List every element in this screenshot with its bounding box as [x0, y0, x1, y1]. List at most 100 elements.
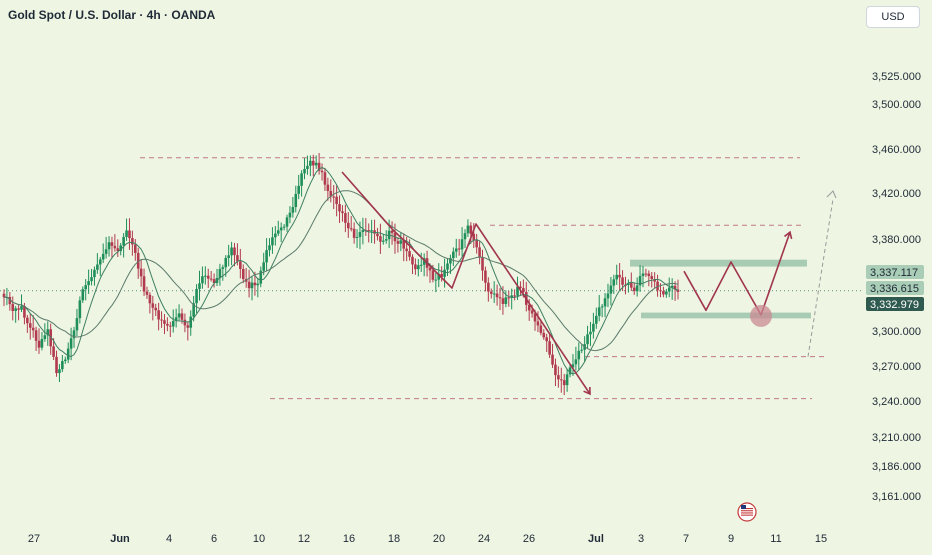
- candle-body: [519, 286, 522, 289]
- candle-body: [562, 380, 566, 386]
- candle-body: [169, 325, 172, 327]
- candle: [20, 294, 23, 313]
- candle: [84, 279, 87, 301]
- candle-body: [180, 313, 184, 320]
- zone-rects: [630, 259, 811, 319]
- candle-body: [589, 331, 592, 335]
- candle: [160, 311, 163, 328]
- candle: [454, 238, 458, 258]
- candle-body: [422, 258, 426, 265]
- candle: [577, 342, 581, 370]
- candle: [201, 266, 204, 289]
- candle: [382, 234, 385, 245]
- candle-body: [565, 374, 569, 386]
- candle: [417, 259, 420, 277]
- candle-body: [545, 337, 549, 342]
- price-tick-label: 3,380.000: [872, 234, 921, 246]
- candle: [329, 179, 333, 203]
- candle: [311, 154, 315, 177]
- candle-body: [580, 349, 584, 351]
- candle: [495, 284, 499, 306]
- candle-body: [349, 228, 353, 230]
- candle-body: [186, 325, 190, 328]
- candle-body: [317, 162, 321, 171]
- candle-body: [609, 285, 613, 294]
- candle: [133, 239, 137, 261]
- candle: [422, 253, 426, 277]
- candle-body: [209, 278, 213, 280]
- candle-body: [271, 237, 274, 246]
- candle: [303, 158, 306, 180]
- candle: [177, 304, 181, 321]
- currency-button[interactable]: USD: [866, 6, 920, 28]
- candle-body: [17, 308, 20, 310]
- candle: [52, 338, 55, 361]
- candle-body: [247, 281, 251, 289]
- candle: [66, 342, 70, 364]
- candle-body: [20, 306, 23, 310]
- time-tick-label: 24: [478, 533, 490, 545]
- candle-body: [530, 310, 534, 314]
- candle: [498, 287, 502, 311]
- candle-body: [498, 297, 502, 299]
- candle: [206, 268, 210, 288]
- us-flag-icon[interactable]: [737, 502, 757, 522]
- candle-body: [469, 225, 473, 234]
- candle-body: [627, 283, 630, 285]
- candle: [376, 227, 379, 241]
- candle-body: [116, 248, 120, 252]
- candle-body: [69, 338, 73, 349]
- candle-body: [632, 287, 636, 292]
- candle-body: [227, 255, 230, 258]
- candle-body: [253, 282, 257, 286]
- candle: [574, 346, 578, 371]
- candle-body: [358, 232, 362, 238]
- candle: [592, 312, 595, 339]
- candle-body: [107, 242, 111, 250]
- candle: [341, 205, 344, 222]
- candle-body: [323, 172, 327, 185]
- price-tick-label: 3,500.000: [872, 99, 921, 111]
- projection-dashed-line: [807, 198, 834, 357]
- candle-body: [437, 273, 441, 280]
- candle-body: [78, 300, 82, 319]
- candle-body: [665, 291, 668, 295]
- candle-body: [472, 233, 476, 241]
- candle: [414, 258, 417, 275]
- candle: [568, 364, 572, 378]
- flag-canton: [741, 505, 746, 509]
- candle: [300, 170, 303, 197]
- candle-body: [370, 230, 373, 232]
- candle: [96, 253, 99, 274]
- candle: [609, 276, 613, 306]
- candle: [676, 279, 680, 300]
- candle: [306, 155, 309, 175]
- candle: [122, 233, 125, 258]
- candle-body: [504, 297, 508, 304]
- candle-body: [81, 289, 85, 301]
- candle-body: [382, 240, 385, 242]
- candle-body: [34, 330, 38, 341]
- candle-body: [361, 230, 365, 233]
- candle-body: [457, 248, 461, 250]
- candle-body: [101, 253, 105, 260]
- candle: [218, 263, 222, 286]
- candle-body: [670, 285, 674, 288]
- candle-body: [300, 173, 303, 186]
- candle: [2, 289, 6, 307]
- price-badge-bg: [866, 297, 924, 311]
- candle-body: [379, 236, 382, 242]
- candle: [239, 248, 242, 279]
- price-axis[interactable]: 3,525.000 3,500.000 3,460.000 3,420.000 3,38…: [872, 71, 921, 503]
- candle-body: [157, 310, 160, 320]
- candle-body: [285, 217, 289, 227]
- candle-body: [23, 306, 26, 318]
- time-axis[interactable]: 27 Jun 4 6 10 12 16 18 20 24 26 Jul 3 7 9 11 15: [28, 533, 827, 545]
- candle-body: [160, 319, 163, 321]
- candle-body: [522, 288, 525, 293]
- candle-body: [166, 323, 169, 326]
- candle: [163, 314, 166, 335]
